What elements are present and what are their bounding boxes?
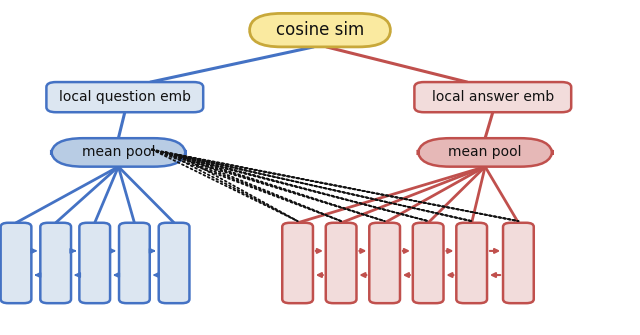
FancyBboxPatch shape [159,223,189,303]
FancyBboxPatch shape [250,13,390,47]
FancyBboxPatch shape [1,223,31,303]
Text: cosine sim: cosine sim [276,21,364,39]
FancyBboxPatch shape [40,223,71,303]
FancyBboxPatch shape [326,223,356,303]
FancyBboxPatch shape [415,82,571,112]
FancyBboxPatch shape [418,138,552,166]
FancyBboxPatch shape [47,82,204,112]
FancyBboxPatch shape [369,223,400,303]
Text: mean pool: mean pool [82,145,155,159]
FancyBboxPatch shape [79,223,110,303]
FancyBboxPatch shape [456,223,487,303]
FancyBboxPatch shape [51,138,186,166]
Text: local answer emb: local answer emb [431,90,554,104]
FancyBboxPatch shape [413,223,444,303]
FancyBboxPatch shape [503,223,534,303]
FancyBboxPatch shape [119,223,150,303]
FancyBboxPatch shape [282,223,313,303]
Text: mean pool: mean pool [449,145,522,159]
Text: local question emb: local question emb [59,90,191,104]
